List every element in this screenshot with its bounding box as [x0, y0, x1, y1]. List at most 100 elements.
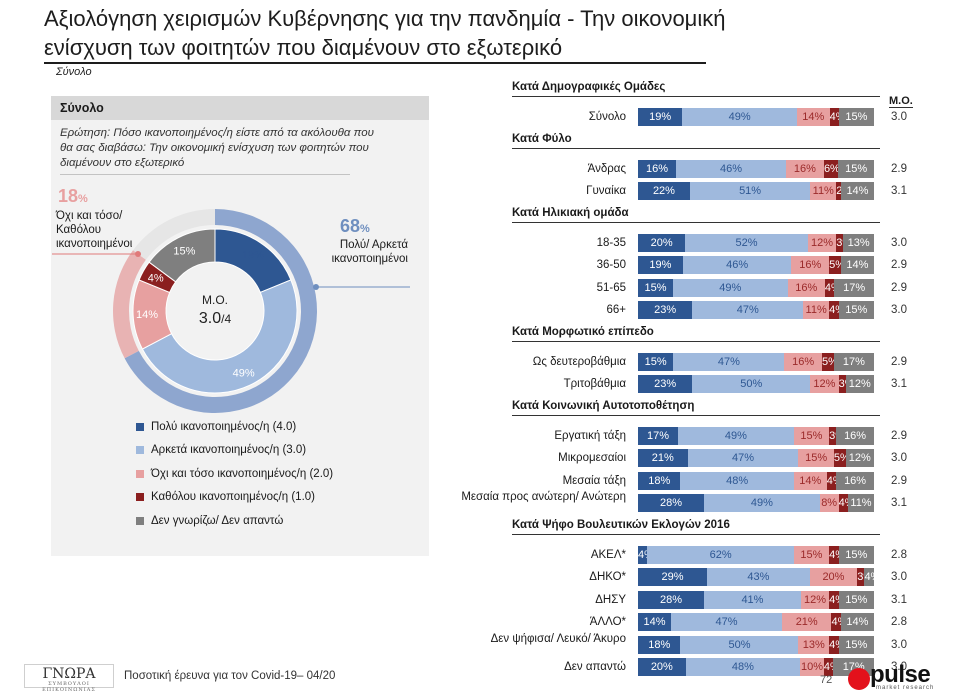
pulse-logo-sub: market research	[876, 685, 935, 691]
legend-item: Πολύ ικανοποιημένος/η (4.0)	[136, 415, 333, 439]
row-mean: 3.0	[891, 452, 907, 464]
row-label: Εργατική τάξη	[554, 429, 626, 442]
bar-segment-very: 18%	[638, 471, 681, 490]
bar-segment-notatall: 4%	[829, 301, 845, 319]
pulse-logo-word: pulse	[870, 661, 931, 688]
bar-segment-dk: 4%	[864, 568, 880, 586]
bar-segment-very: 19%	[638, 108, 683, 126]
bar-segment-fairly: 48%	[685, 658, 801, 676]
bar-segment-notatall: 4%	[838, 494, 854, 512]
row-mean: 3.1	[891, 497, 907, 509]
page-title: Αξιολόγηση χειρισμών Κυβέρνησης για την …	[44, 4, 725, 62]
bar-segment-notso: 20%	[809, 568, 858, 586]
bar-segment-notso: 14%	[796, 108, 830, 126]
stacked-bar: 20%52%12%3%13%	[638, 233, 874, 252]
bar-segment-notso: 15%	[793, 426, 830, 445]
bar-segment-fairly: 47%	[673, 352, 785, 371]
donut-label-notatall: 4%	[148, 273, 164, 285]
donut-label-dk: 15%	[173, 245, 195, 257]
legend-swatch	[136, 516, 144, 525]
bar-segment-fairly: 62%	[647, 545, 794, 564]
bar-segment-fairly: 49%	[673, 278, 788, 297]
bar-segment-very: 21%	[638, 449, 688, 467]
question-line-3: διαμένουν στο εξωτερικό	[60, 157, 185, 169]
row-mean: 3.0	[891, 571, 907, 583]
bar-segment-very: 16%	[638, 159, 677, 178]
legend-label: Όχι και τόσο ικανοποιημένος/η (2.0)	[151, 467, 334, 480]
bar-segment-very: 4%	[638, 545, 654, 564]
donut-center-scale: /4	[221, 312, 231, 326]
bar-segment-notatall: 5%	[833, 449, 850, 467]
section-header: Κατά Δημογραφικές Ομάδες	[512, 80, 880, 97]
row-label: 36-50	[596, 259, 626, 271]
bar-segment-notso: 11%	[803, 301, 830, 319]
bar-segment-fairly: 51%	[689, 182, 811, 200]
bar-segment-very: 28%	[638, 494, 705, 512]
positive-label-line-2: ικανοποιημένοι	[331, 253, 408, 265]
donut-center-mean: 3.0	[199, 310, 221, 327]
total-panel: Σύνολο Ερώτηση: Πόσο ικανοποιημένος/η εί…	[51, 96, 429, 556]
bar-segment-dk: 16%	[836, 426, 874, 445]
bar-segment-very: 28%	[638, 590, 705, 609]
negative-label-line-2: Καθόλου	[56, 224, 102, 236]
bar-segment-fairly: 46%	[676, 159, 786, 178]
row-label: Δεν ψήφισα/ Λευκό/ Άκυρο	[490, 632, 626, 645]
bar-segment-very: 19%	[638, 256, 683, 274]
bar-segment-notatall: 4%	[826, 471, 843, 490]
row-mean: 3.1	[891, 378, 907, 390]
stacked-bar: 22%51%11%2%14%	[638, 182, 874, 200]
bar-segment-dk: 15%	[838, 108, 874, 126]
negative-label-line-3: ικανοποιημένοι	[56, 238, 133, 250]
row-label: Ως δευτεροβάθμια	[532, 355, 626, 368]
stacked-bar: 18% 48% 14% 4% 16%	[638, 471, 874, 490]
donut-inner-ring	[132, 228, 298, 394]
question-line-1: Ερώτηση: Πόσο ικανοποιημένος/η είστε από…	[60, 127, 374, 139]
bar-segment-very: 14%	[638, 613, 672, 631]
row-label: Μεσαία τάξη	[562, 474, 626, 487]
positive-label-line-1: Πολύ/ Αρκετά	[339, 239, 408, 251]
bar-segment-fairly: 52%	[685, 233, 808, 252]
positive-total-label: Πολύ/ Αρκετά ικανοποιημένοι	[300, 238, 408, 266]
title-line-1: Αξιολόγηση χειρισμών Κυβέρνησης για την …	[44, 6, 726, 31]
row-label: ΔΗΣΥ	[595, 593, 626, 606]
legend-item: Όχι και τόσο ικανοποιημένος/η (2.0)	[136, 462, 333, 486]
stacked-bar: 16% 46% 16% 6% 15%	[638, 159, 874, 178]
row-mean: 3.1	[891, 185, 907, 197]
row-label: Γυναίκα	[586, 185, 626, 197]
stacked-bar: 15% 47% 16% 5% 17%	[638, 352, 874, 371]
gnora-logo-sub: ΣΥΜΒΟΥΛΟΙ ΕΠΙΚΟΙΝΩΝΙΑΣ	[42, 681, 96, 693]
bar-segment-dk: 12%	[845, 375, 874, 393]
section-header: Κατά Ηλικιακή ομάδα	[512, 206, 880, 223]
stacked-bar: 23% 47% 11% 4% 15%	[638, 301, 874, 319]
bar-segment-notatall: 6%	[823, 159, 840, 178]
stacked-bar: 19% 49% 14% 4% 15%	[638, 108, 874, 126]
donut-slice-fairly	[141, 279, 298, 394]
bar-segment-fairly: 41%	[704, 590, 801, 609]
donut-outer-dk	[133, 209, 215, 260]
legend-item: Δεν γνωρίζω/ Δεν απαντώ	[136, 509, 333, 533]
bar-segment-very: 23%	[638, 301, 693, 319]
row-label: Μικρομεσαίοι	[558, 452, 626, 464]
legend-swatch	[136, 422, 144, 431]
stacked-bar: 23%50%12%3%12%	[638, 375, 874, 393]
bar-segment-notatall: 3%	[836, 233, 852, 252]
row-label: 51-65	[596, 281, 626, 294]
bar-segment-notatall: 4%	[829, 635, 845, 654]
legend-swatch	[136, 446, 144, 455]
row-mean: 2.9	[891, 355, 907, 368]
bar-segment-notatall: 4%	[829, 590, 845, 609]
row-label: ΆΛΛΟ*	[589, 616, 626, 628]
row-mean: 3.0	[891, 304, 907, 316]
bar-segment-notso: 12%	[807, 233, 837, 252]
stacked-bar: 18% 50% 13% 4% 15%	[638, 635, 874, 654]
bar-segment-notatall: 4%	[824, 278, 841, 297]
bar-segment-dk: 17%	[834, 278, 874, 297]
row-mean: 3.0	[891, 661, 907, 673]
bar-segment-very: 15%	[638, 352, 674, 371]
subnote: Σύνολο	[56, 66, 92, 78]
row-mean: 2.9	[891, 281, 907, 294]
bar-segment-notso: 10%	[800, 658, 824, 676]
bar-segment-fairly: 48%	[680, 471, 794, 490]
negative-total-pct: 18%	[58, 186, 88, 207]
donut-labels: 19% 49% 14% 4% 15%	[136, 245, 264, 379]
